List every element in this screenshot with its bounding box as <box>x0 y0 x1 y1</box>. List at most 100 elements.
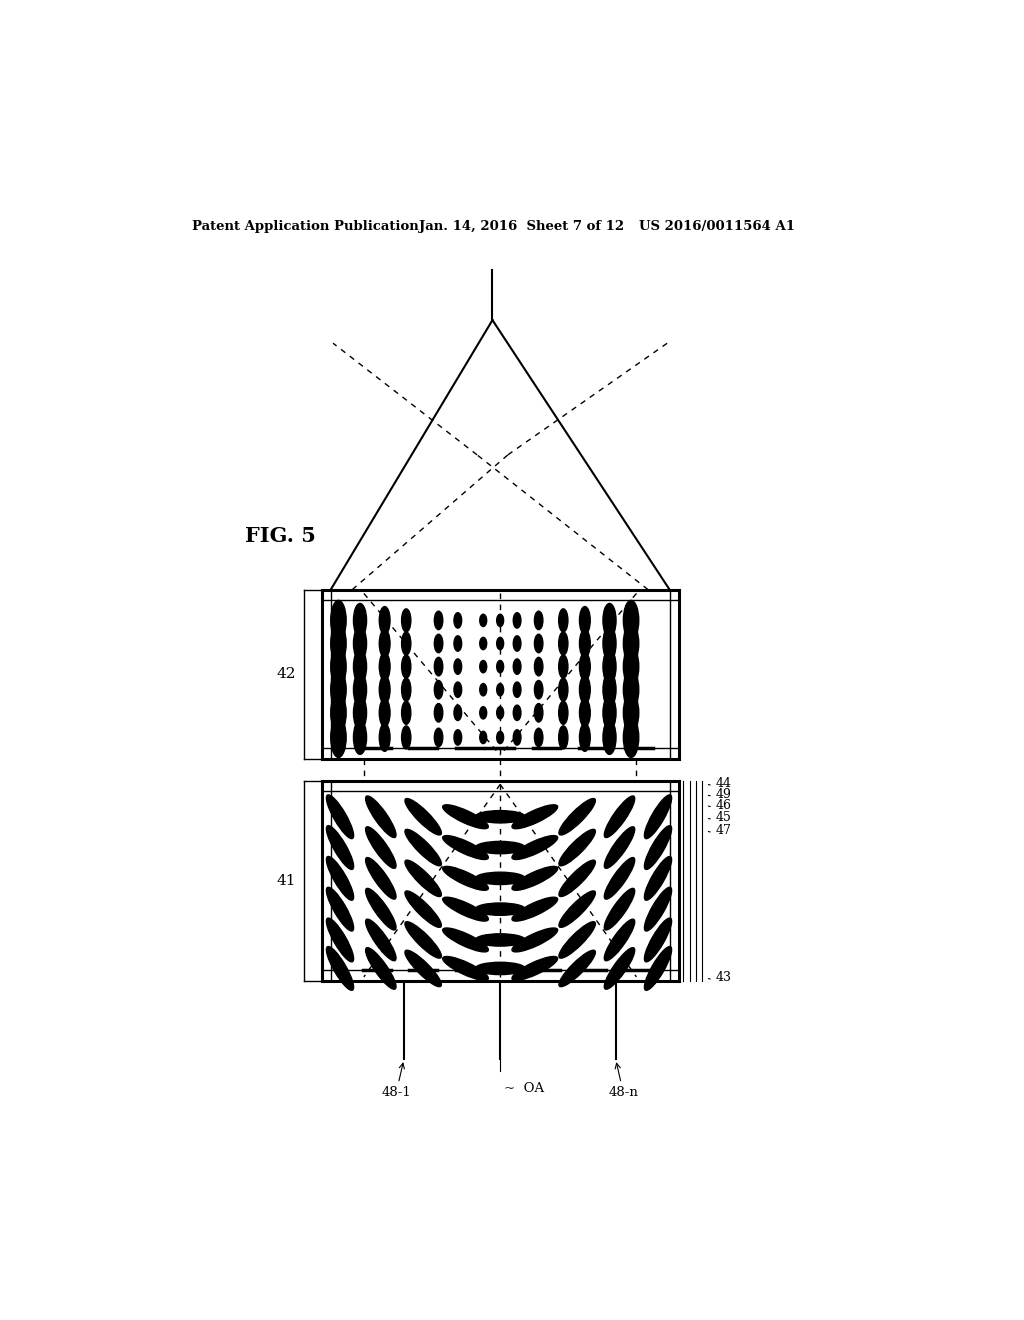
Ellipse shape <box>580 630 590 657</box>
Ellipse shape <box>401 701 411 725</box>
Ellipse shape <box>475 841 525 854</box>
Ellipse shape <box>513 659 521 675</box>
Ellipse shape <box>624 647 639 686</box>
Ellipse shape <box>327 917 353 962</box>
Ellipse shape <box>366 948 396 989</box>
Text: US 2016/0011564 A1: US 2016/0011564 A1 <box>639 219 795 232</box>
Ellipse shape <box>604 826 635 869</box>
Ellipse shape <box>366 888 396 931</box>
Ellipse shape <box>327 887 353 931</box>
Ellipse shape <box>603 696 616 730</box>
Ellipse shape <box>404 829 441 866</box>
Ellipse shape <box>480 706 486 719</box>
Ellipse shape <box>475 873 525 884</box>
Ellipse shape <box>480 638 486 649</box>
Ellipse shape <box>404 950 441 986</box>
Text: ~  OA: ~ OA <box>504 1082 544 1096</box>
Ellipse shape <box>353 721 367 755</box>
Ellipse shape <box>644 917 672 962</box>
Ellipse shape <box>442 898 488 921</box>
Text: FIG. 5: FIG. 5 <box>245 525 315 545</box>
Ellipse shape <box>644 825 672 870</box>
Ellipse shape <box>401 655 411 678</box>
Ellipse shape <box>580 653 590 681</box>
Ellipse shape <box>644 887 672 931</box>
Ellipse shape <box>454 659 462 675</box>
Ellipse shape <box>434 657 442 676</box>
Ellipse shape <box>480 614 486 627</box>
Ellipse shape <box>580 676 590 704</box>
Ellipse shape <box>535 657 543 676</box>
Ellipse shape <box>366 858 396 899</box>
Ellipse shape <box>624 623 639 664</box>
Ellipse shape <box>559 701 568 725</box>
Ellipse shape <box>497 684 504 696</box>
Ellipse shape <box>327 857 353 900</box>
Text: 46: 46 <box>709 799 732 812</box>
Ellipse shape <box>454 682 462 697</box>
Ellipse shape <box>480 660 486 673</box>
Ellipse shape <box>353 627 367 660</box>
Ellipse shape <box>442 957 488 981</box>
Ellipse shape <box>379 607 390 635</box>
Ellipse shape <box>379 653 390 681</box>
Ellipse shape <box>535 611 543 630</box>
Ellipse shape <box>331 647 346 686</box>
Ellipse shape <box>624 693 639 733</box>
Ellipse shape <box>497 638 504 649</box>
Ellipse shape <box>644 795 672 838</box>
Ellipse shape <box>559 678 568 701</box>
Ellipse shape <box>366 826 396 869</box>
Ellipse shape <box>624 669 639 710</box>
Ellipse shape <box>559 921 595 958</box>
Ellipse shape <box>475 903 525 915</box>
Ellipse shape <box>513 612 521 628</box>
Ellipse shape <box>475 810 525 822</box>
Ellipse shape <box>331 669 346 710</box>
Ellipse shape <box>379 723 390 751</box>
Ellipse shape <box>379 676 390 704</box>
Ellipse shape <box>401 632 411 655</box>
Ellipse shape <box>404 921 441 958</box>
Text: 48-1: 48-1 <box>381 1063 411 1100</box>
Ellipse shape <box>454 730 462 744</box>
Ellipse shape <box>404 799 441 836</box>
Ellipse shape <box>353 649 367 684</box>
Ellipse shape <box>442 805 488 829</box>
Ellipse shape <box>353 696 367 730</box>
Text: Patent Application Publication: Patent Application Publication <box>193 219 419 232</box>
Ellipse shape <box>434 681 442 700</box>
Ellipse shape <box>480 731 486 743</box>
Text: 42: 42 <box>276 668 296 681</box>
Text: 49: 49 <box>709 788 731 801</box>
Ellipse shape <box>624 718 639 758</box>
Ellipse shape <box>580 700 590 726</box>
Ellipse shape <box>559 950 595 986</box>
Ellipse shape <box>434 704 442 722</box>
Ellipse shape <box>535 729 543 747</box>
Ellipse shape <box>331 718 346 758</box>
Ellipse shape <box>366 796 396 838</box>
Ellipse shape <box>604 888 635 931</box>
Ellipse shape <box>559 829 595 866</box>
Text: Jan. 14, 2016  Sheet 7 of 12: Jan. 14, 2016 Sheet 7 of 12 <box>419 219 625 232</box>
Ellipse shape <box>559 861 595 896</box>
Ellipse shape <box>512 928 558 952</box>
Ellipse shape <box>604 858 635 899</box>
Ellipse shape <box>513 730 521 744</box>
Ellipse shape <box>454 612 462 628</box>
Ellipse shape <box>442 928 488 952</box>
Ellipse shape <box>535 635 543 653</box>
Ellipse shape <box>366 919 396 961</box>
Ellipse shape <box>327 946 353 990</box>
Ellipse shape <box>331 623 346 664</box>
Ellipse shape <box>434 635 442 653</box>
Ellipse shape <box>404 861 441 896</box>
Ellipse shape <box>353 673 367 706</box>
Ellipse shape <box>401 678 411 701</box>
Ellipse shape <box>559 799 595 836</box>
Ellipse shape <box>603 649 616 684</box>
Ellipse shape <box>559 655 568 678</box>
Ellipse shape <box>331 693 346 733</box>
Ellipse shape <box>644 857 672 900</box>
